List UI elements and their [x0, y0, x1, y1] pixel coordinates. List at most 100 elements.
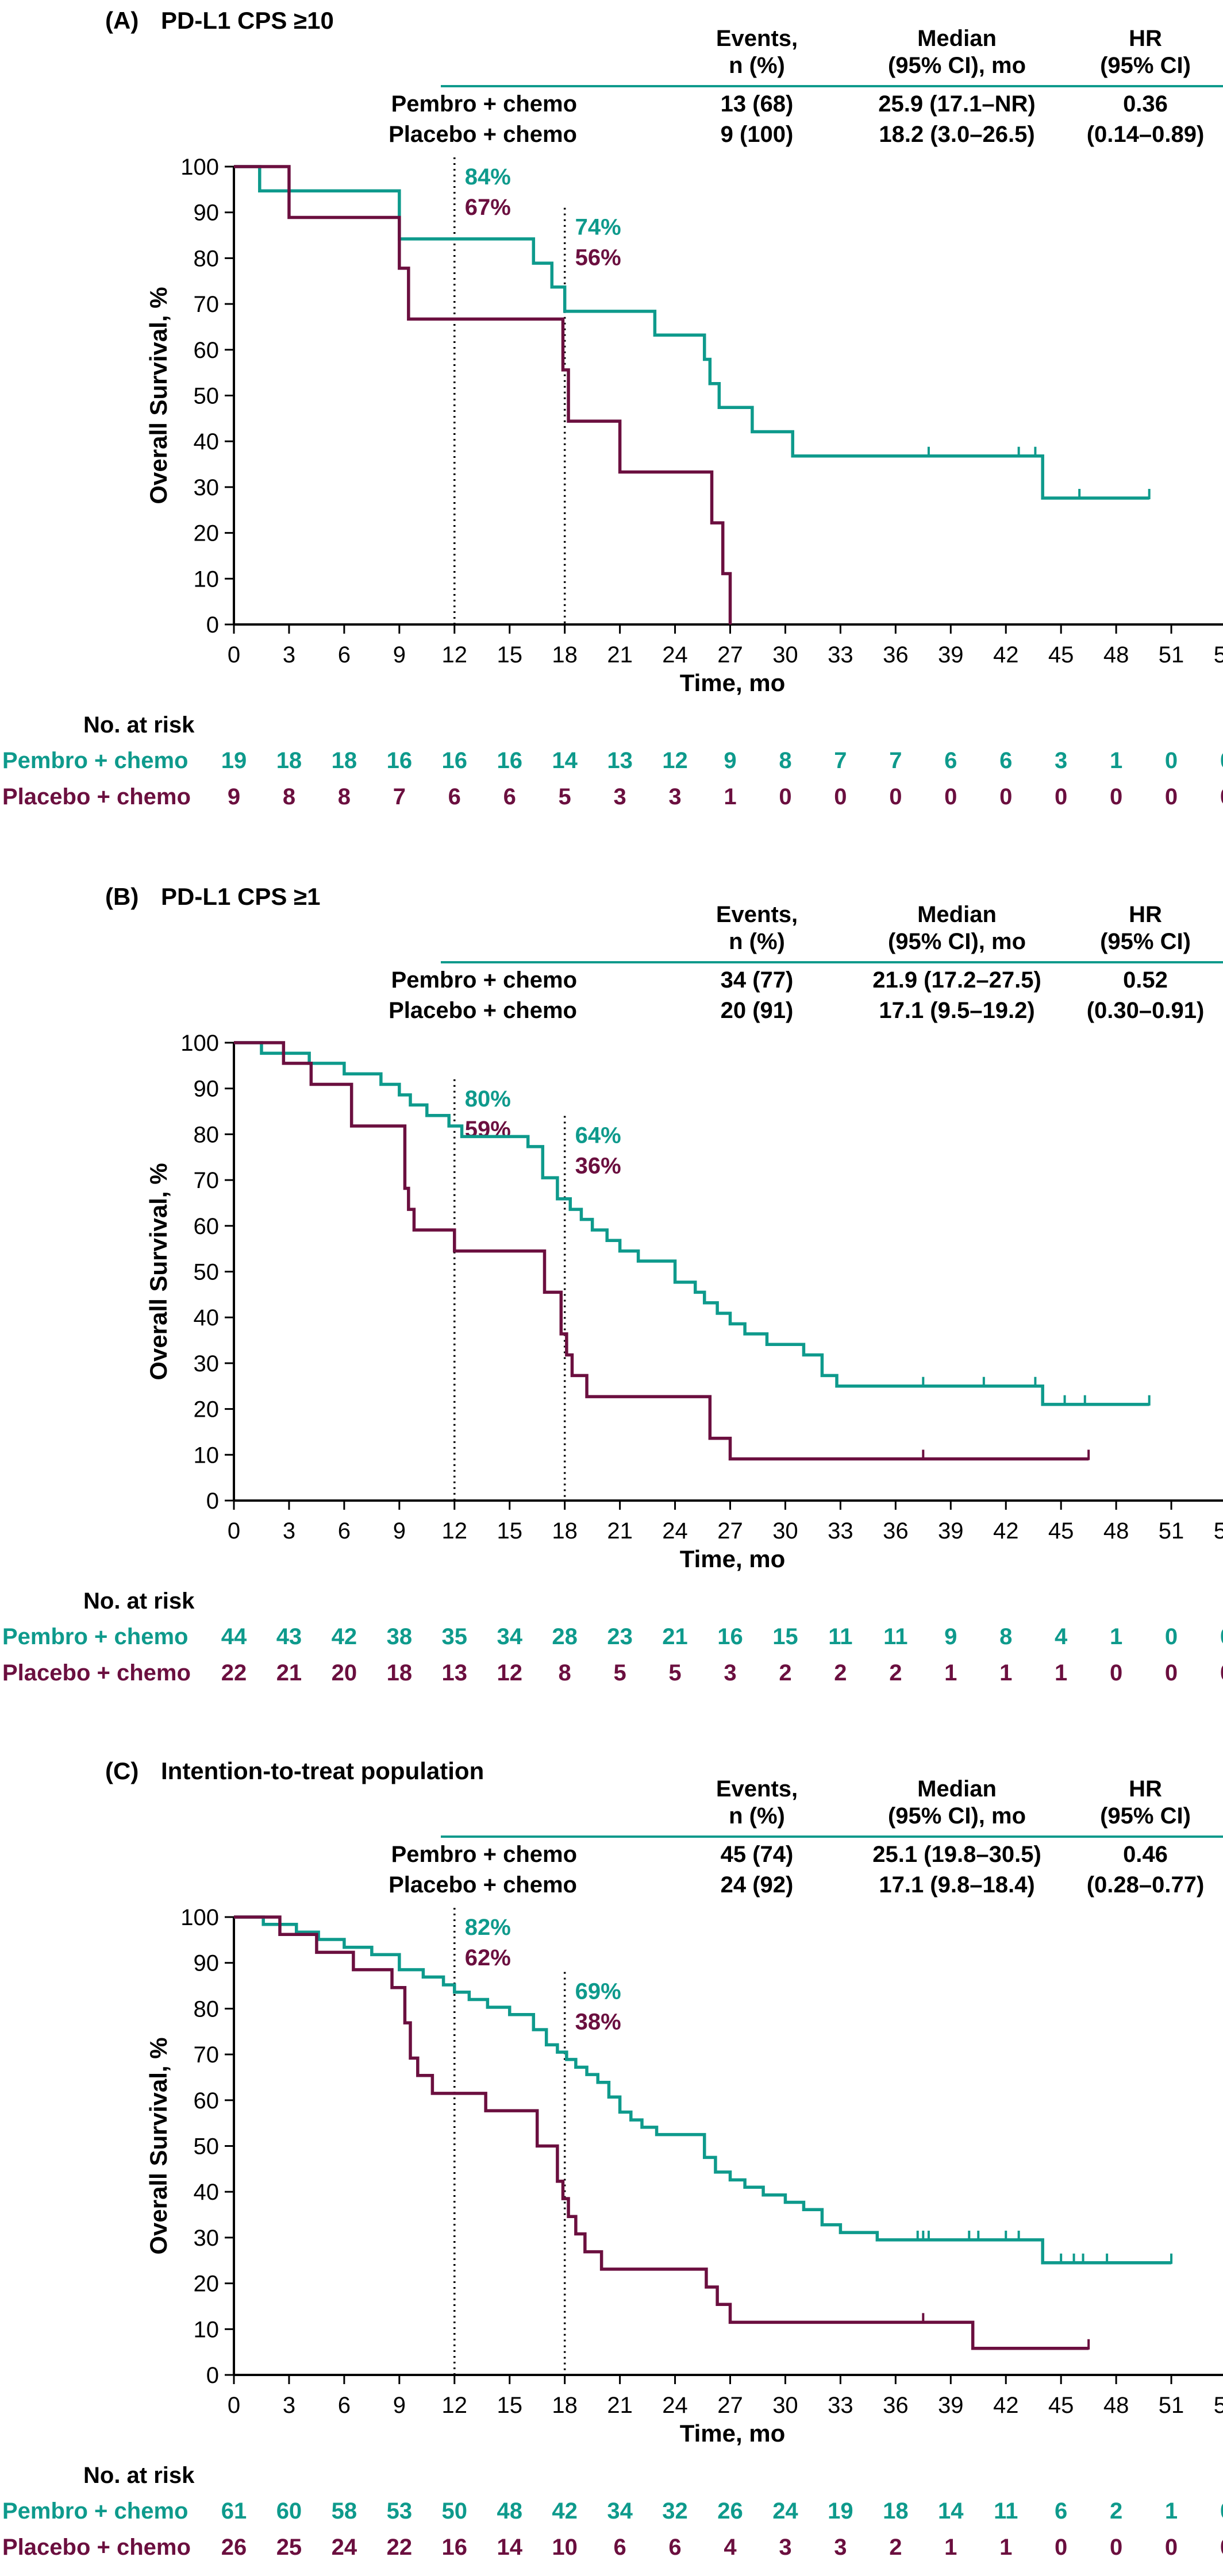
at-risk-pembro-count: 16: [387, 748, 413, 773]
at-risk-placebo-count: 8: [338, 784, 351, 809]
at-risk-pembro-count: 24: [772, 2498, 798, 2524]
x-tick-label: 39: [938, 642, 964, 668]
y-tick-label: 60: [194, 338, 220, 363]
at-risk-placebo-count: 24: [332, 2535, 357, 2560]
at-risk-placebo-count: 13: [442, 1660, 468, 1686]
at-risk-placebo-count: 0: [779, 784, 791, 809]
at-risk-placebo-count: 14: [497, 2535, 522, 2560]
y-tick-label: 30: [194, 475, 220, 500]
panel-title: PD-L1 CPS ≥10: [161, 7, 334, 34]
y-tick-label: 60: [194, 2088, 220, 2114]
at-risk-pembro-count: 48: [497, 2498, 522, 2524]
x-tick-label: 6: [338, 642, 351, 668]
at-risk-pembro-count: 2: [1110, 2498, 1122, 2524]
panel-letter: (A): [105, 7, 139, 34]
at-risk-placebo-count: 1: [944, 2535, 957, 2560]
header-hr: HR: [1129, 1776, 1162, 1802]
at-risk-placebo-count: 3: [724, 1660, 736, 1686]
stats-pembro-label: Pembro + chemo: [391, 967, 577, 993]
x-tick-label: 33: [828, 1518, 853, 1544]
at-risk-pembro-label: Pembro + chemo: [2, 748, 188, 773]
at-risk-placebo-count: 22: [221, 1660, 247, 1686]
at-risk-placebo-count: 6: [448, 784, 461, 809]
header-median: Median: [917, 1776, 997, 1802]
x-tick-label: 30: [772, 1518, 798, 1544]
x-tick-label: 51: [1159, 2393, 1184, 2418]
header-median-sub: (95% CI), mo: [888, 1803, 1026, 1829]
x-tick-label: 6: [338, 2393, 351, 2418]
x-tick-label: 33: [828, 2393, 853, 2418]
y-tick-label: 0: [206, 1488, 219, 1514]
stats-placebo-label: Placebo + chemo: [389, 998, 577, 1023]
at-risk-placebo-count: 1: [1055, 1660, 1067, 1686]
y-axis-label: Overall Survival, %: [145, 287, 172, 504]
header-median-sub: (95% CI), mo: [888, 53, 1026, 78]
x-tick-label: 45: [1048, 642, 1074, 668]
at-risk-placebo-count: 0: [1055, 2535, 1067, 2560]
at-risk-pembro-count: 16: [717, 1624, 743, 1649]
at-risk-pembro-count: 21: [662, 1624, 688, 1649]
x-tick-label: 21: [607, 2393, 633, 2418]
x-tick-label: 24: [662, 2393, 688, 2418]
stats-pembro-events: 13 (68): [721, 91, 794, 117]
at-risk-pembro-count: 42: [552, 2498, 578, 2524]
stats-pembro-median: 25.9 (17.1–NR): [878, 91, 1035, 117]
stats-placebo-hr: (0.14–0.89): [1087, 122, 1205, 147]
header-events-sub: n (%): [729, 929, 785, 954]
at-risk-placebo-count: 21: [276, 1660, 302, 1686]
at-risk-title: No. at risk: [83, 712, 195, 738]
stats-placebo-hr: (0.30–0.91): [1087, 998, 1205, 1023]
at-risk-placebo-count: 2: [779, 1660, 791, 1686]
x-tick-label: 3: [283, 2393, 295, 2418]
at-risk-pembro-count: 58: [332, 2498, 357, 2524]
y-tick-label: 60: [194, 1214, 220, 1239]
at-risk-placebo-count: 9: [228, 784, 240, 809]
x-tick-label: 3: [283, 1518, 295, 1544]
y-tick-label: 40: [194, 429, 220, 454]
panel-c: (C) Intention-to-treat population Events,n…: [2, 1757, 1223, 2560]
at-risk-pembro-count: 0: [1165, 748, 1178, 773]
header-hr-sub: (95% CI): [1100, 53, 1191, 78]
at-risk-pembro-count: 42: [332, 1624, 357, 1649]
at-risk-pembro-count: 32: [662, 2498, 688, 2524]
at-risk-placebo-count: 12: [497, 1660, 522, 1686]
x-tick-label: 51: [1159, 642, 1184, 668]
at-risk-placebo-count: 0: [999, 784, 1012, 809]
km-curve-placebo: [234, 1915, 1089, 2350]
at-risk-pembro-count: 34: [607, 2498, 633, 2524]
km-curve-placebo: [234, 165, 732, 624]
x-tick-label: 45: [1048, 2393, 1074, 2418]
km-curve-pembro: [234, 1915, 1172, 2265]
stats-placebo-events: 9 (100): [721, 122, 794, 147]
header-events-sub: n (%): [729, 1803, 785, 1829]
y-tick-label: 100: [180, 1031, 219, 1056]
x-tick-label: 18: [552, 642, 578, 668]
at-risk-pembro-count: 3: [1055, 748, 1067, 773]
x-tick-label: 33: [828, 642, 853, 668]
landmark-placebo: 62%: [465, 1945, 511, 1970]
at-risk-pembro-count: 8: [779, 748, 791, 773]
at-risk-placebo-count: 8: [559, 1660, 571, 1686]
at-risk-pembro-count: 11: [994, 2498, 1018, 2524]
stats-pembro-label: Pembro + chemo: [391, 91, 577, 117]
stats-placebo-label: Placebo + chemo: [389, 1872, 577, 1898]
landmark-placebo: 67%: [465, 195, 511, 220]
x-tick-label: 36: [883, 1518, 909, 1544]
y-tick-label: 50: [194, 1260, 220, 1285]
at-risk-placebo-label: Placebo + chemo: [2, 784, 191, 809]
x-axis-label: Time, mo: [680, 669, 786, 696]
header-hr: HR: [1129, 902, 1162, 927]
at-risk-placebo-count: 5: [613, 1660, 626, 1686]
y-tick-label: 30: [194, 1351, 220, 1376]
y-tick-label: 40: [194, 1305, 220, 1331]
x-tick-label: 15: [497, 1518, 522, 1544]
at-risk-placebo-count: 1: [724, 784, 736, 809]
stats-pembro-median: 21.9 (17.2–27.5): [872, 967, 1041, 993]
at-risk-placebo-count: 2: [889, 2535, 902, 2560]
x-tick-label: 15: [497, 2393, 522, 2418]
header-events: Events,: [716, 1776, 798, 1802]
y-tick-label: 70: [194, 1168, 220, 1193]
y-axis-label: Overall Survival, %: [145, 2037, 172, 2254]
